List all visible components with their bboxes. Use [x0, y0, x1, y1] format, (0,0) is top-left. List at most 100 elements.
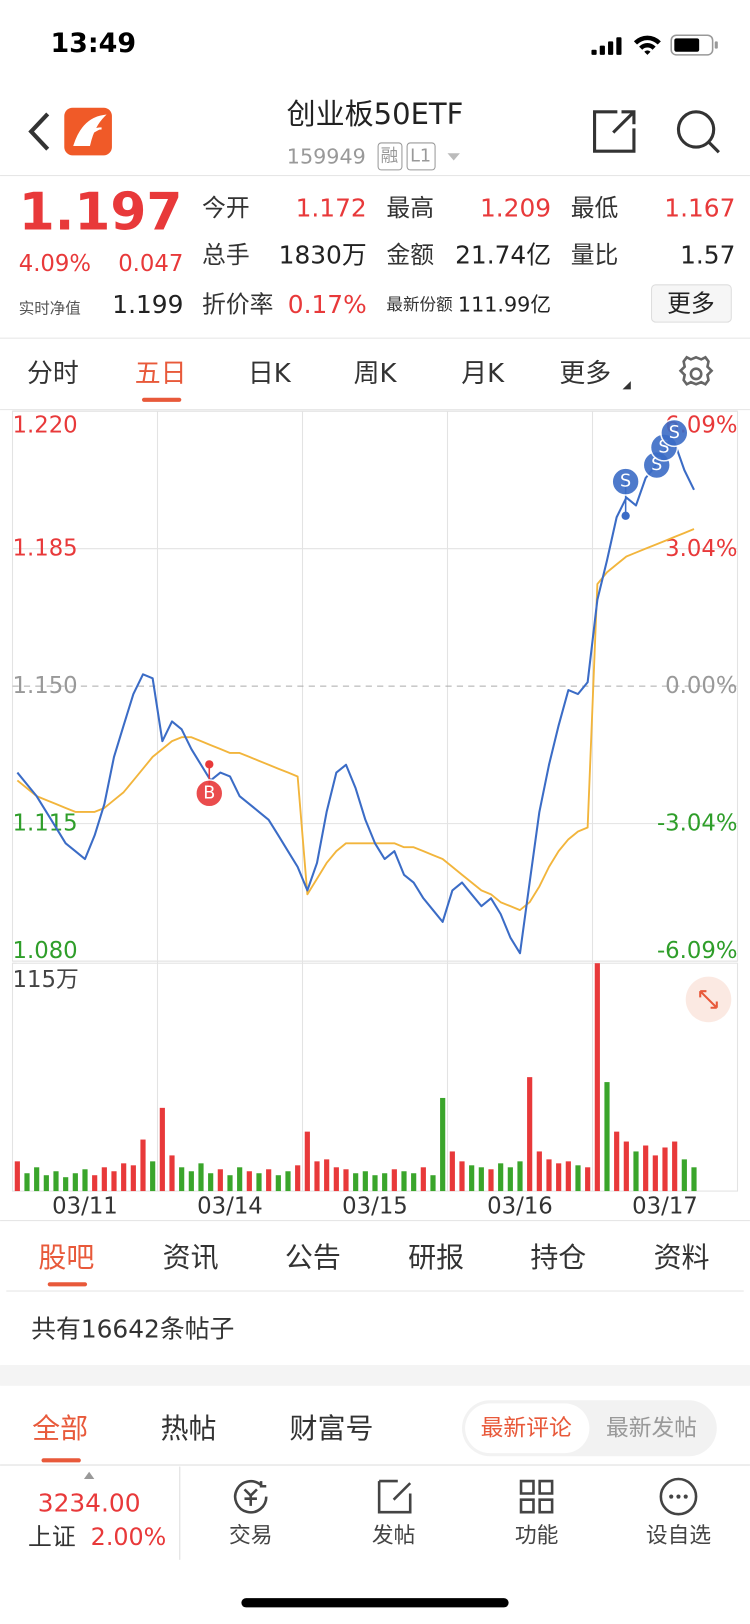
dropdown-arrow[interactable]: [447, 153, 460, 161]
settings-button[interactable]: [678, 355, 714, 386]
back-button[interactable]: [28, 112, 50, 151]
volume-bar: [275, 1175, 281, 1192]
status-icons: [591, 34, 718, 56]
forum-filter[interactable]: 热帖: [161, 1412, 217, 1445]
volume-bar: [227, 1175, 233, 1192]
sort-active[interactable]: [465, 1403, 590, 1454]
volume-bar: [314, 1161, 320, 1192]
volume-bar: [546, 1159, 552, 1192]
volume-bar: [159, 1107, 165, 1192]
volume-bar: [43, 1175, 49, 1192]
bottom-bar: [0, 1464, 750, 1624]
sort-option[interactable]: 最新发帖: [606, 1415, 697, 1441]
chart-tab[interactable]: 日K: [248, 359, 292, 389]
volume-bar: [92, 1175, 98, 1192]
nav-label[interactable]: 功能: [515, 1523, 558, 1548]
trade-marker-label: S: [658, 437, 669, 457]
nav-label[interactable]: 发帖: [372, 1523, 416, 1548]
volume-bar: [517, 1161, 523, 1192]
volume-bar: [643, 1145, 649, 1192]
volume-bar: [469, 1165, 475, 1192]
average-line: [16, 528, 695, 912]
trade-marker-label: S: [651, 455, 662, 475]
volume-bar: [188, 1171, 194, 1192]
forum-tab[interactable]: 股吧: [38, 1241, 94, 1274]
chart-tab[interactable]: 更多: [559, 359, 611, 389]
field-label: 折价率: [202, 291, 273, 319]
nav-label[interactable]: 交易: [229, 1523, 273, 1548]
share-button[interactable]: [593, 110, 636, 153]
volume-bar: [285, 1171, 291, 1192]
index-name: 上证: [28, 1523, 76, 1551]
expand-button[interactable]: [685, 976, 732, 1023]
nav-label[interactable]: 设自选: [646, 1523, 711, 1548]
volume-bar: [82, 1169, 88, 1192]
field-label: 金额: [386, 241, 434, 269]
index-change: 2.00%: [91, 1523, 167, 1551]
volume-bar: [24, 1173, 30, 1192]
forum-filter[interactable]: 财富号: [290, 1412, 374, 1445]
y2-tick-label: 0.00%: [665, 673, 737, 699]
x-tick-label: 03/16: [487, 1194, 553, 1220]
forum-tab[interactable]: 资料: [654, 1241, 710, 1274]
forum-tab[interactable]: 持仓: [530, 1241, 586, 1274]
forum-tab[interactable]: 资讯: [163, 1241, 219, 1274]
y-tick-label: 1.080: [13, 938, 78, 964]
volume-bar: [237, 1167, 243, 1192]
volume-bar: [140, 1139, 146, 1192]
volume-bar: [662, 1147, 668, 1192]
volume-bar: [266, 1169, 272, 1192]
home-indicator: [241, 1598, 509, 1608]
volume-bar: [691, 1167, 697, 1192]
forum-tab[interactable]: 公告: [285, 1241, 341, 1274]
chart-tab[interactable]: 分时: [27, 359, 79, 389]
volume-bar: [150, 1161, 156, 1192]
marker-dot: [205, 760, 214, 769]
volume-bar: [343, 1169, 349, 1192]
forum-filter[interactable]: 全部: [32, 1412, 88, 1445]
volume-bar: [304, 1131, 310, 1192]
volume-bar: [362, 1171, 368, 1192]
x-tick-label: 03/11: [52, 1194, 118, 1220]
trade-marker: [195, 779, 224, 808]
function-icon[interactable]: [519, 1479, 554, 1514]
post-icon[interactable]: [377, 1479, 412, 1514]
volume-bar: [614, 1131, 620, 1192]
chart-tab[interactable]: 月K: [461, 359, 505, 389]
watchlist-icon[interactable]: [659, 1477, 698, 1516]
nav-label: 实时净值: [19, 300, 81, 318]
more-button-label[interactable]: 更多: [667, 289, 715, 317]
chart-tab[interactable]: 周K: [354, 359, 398, 389]
field-value: 1830万: [279, 240, 367, 269]
y-tick-label: 1.150: [13, 673, 78, 699]
more-button[interactable]: [651, 284, 732, 323]
trade-marker-label: S: [620, 472, 631, 492]
badge-box: [406, 142, 436, 171]
divider: [6, 1290, 744, 1292]
field-value: 1.209: [480, 194, 551, 223]
trade-marker-label: S: [669, 423, 680, 443]
volume-bar: [498, 1163, 504, 1192]
volume-bar: [382, 1173, 388, 1192]
volume-bar: [527, 1077, 533, 1192]
volume-bar: [575, 1165, 581, 1192]
chart-tab[interactable]: 五日: [135, 359, 187, 389]
volume-bar: [478, 1167, 484, 1192]
marker-dot: [621, 511, 630, 520]
volume-bar: [565, 1161, 571, 1192]
search-button[interactable]: [676, 110, 720, 154]
volume-bar: [130, 1165, 136, 1192]
trade-marker-label: B: [203, 783, 215, 803]
change-pct: 4.09%: [19, 251, 91, 277]
divider: [0, 409, 750, 411]
field-value: 111.99亿: [458, 293, 551, 317]
sort-option[interactable]: 最新评论: [481, 1415, 572, 1441]
forum-tab[interactable]: 研报: [408, 1241, 464, 1274]
trade-icon[interactable]: [233, 1480, 268, 1514]
volume-bar: [391, 1169, 397, 1192]
x-tick-label: 03/14: [197, 1194, 263, 1220]
volume-bar: [217, 1169, 223, 1192]
volume-bar: [507, 1167, 513, 1192]
